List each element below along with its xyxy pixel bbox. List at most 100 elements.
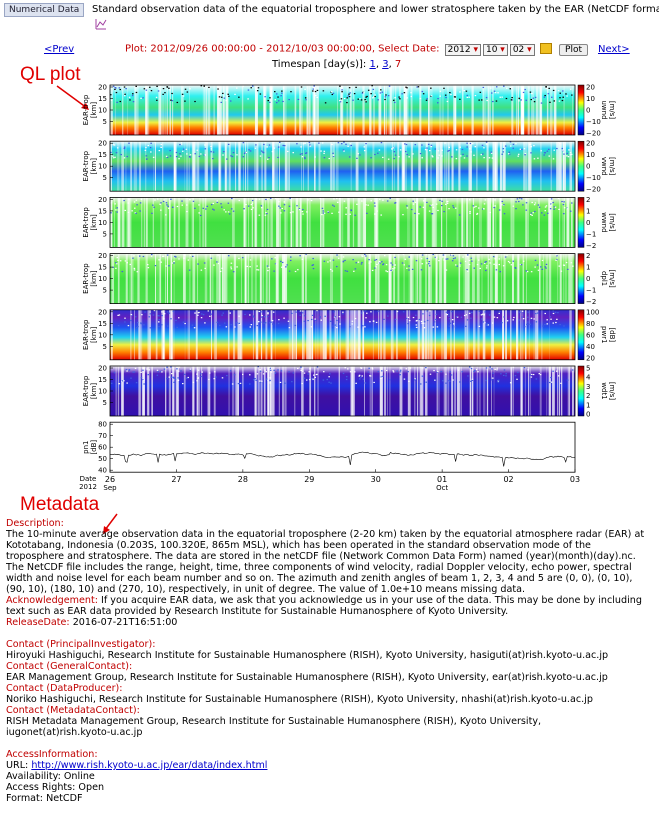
heatmap-gap — [539, 85, 543, 135]
heatmap-speckle — [332, 259, 335, 261]
heatmap-speckle — [359, 98, 361, 100]
heatmap-speckle — [404, 150, 407, 153]
heatmap-speckle — [492, 256, 495, 258]
chart-icon[interactable] — [95, 18, 107, 30]
heatmap-gap — [369, 366, 371, 416]
heatmap-speckle — [112, 266, 115, 268]
heatmap-gap — [559, 141, 562, 192]
heatmap-speckle — [394, 154, 397, 156]
heatmap-speckle — [394, 97, 396, 99]
heatmap-speckle — [150, 255, 153, 257]
heatmap-gap — [240, 253, 242, 304]
heatmap-speckle — [538, 206, 541, 208]
heatmap-speckle — [414, 144, 417, 146]
colorbar-label: uwnd — [600, 100, 608, 119]
heatmap-speckle — [289, 197, 291, 199]
heatmap-speckle — [200, 375, 202, 378]
heatmap-speckle — [277, 96, 279, 98]
heatmap-speckle — [343, 97, 346, 100]
heatmap-speckle — [469, 212, 471, 214]
heatmap-gap — [236, 309, 238, 360]
heatmap-speckle — [135, 316, 137, 318]
heatmap-speckle — [392, 371, 395, 373]
description-line: width and noise level for each beam numb… — [6, 573, 633, 584]
year-select[interactable]: 2012 ▾ — [444, 43, 481, 56]
heatmap-gap — [271, 85, 274, 135]
heatmap-gap — [220, 85, 224, 135]
heatmap-speckle — [382, 375, 384, 377]
nav-row: Plot: 2012/09/26 00:00:00 - 2012/10/03 0… — [125, 43, 588, 56]
heatmap-speckle — [532, 212, 534, 214]
heatmap-speckle — [380, 376, 383, 378]
heatmap-speckle — [210, 257, 213, 259]
heatmap-speckle — [508, 153, 511, 155]
heatmap-speckle — [332, 154, 335, 156]
heatmap-speckle — [236, 87, 238, 89]
heatmap-speckle — [450, 374, 453, 376]
next-link[interactable]: Next> — [598, 44, 630, 55]
heatmap-speckle — [519, 311, 521, 313]
heatmap-speckle — [537, 269, 540, 271]
heatmap-gap — [414, 366, 416, 416]
heatmap-speckle — [130, 377, 132, 379]
day-select[interactable]: 02 ▾ — [509, 43, 535, 56]
heatmap-speckle — [227, 255, 230, 257]
heatmap-speckle — [270, 321, 272, 323]
heatmap-speckle — [557, 312, 559, 314]
calendar-icon[interactable] — [539, 43, 552, 54]
heatmap-speckle — [274, 263, 277, 265]
heatmap-speckle — [283, 210, 286, 212]
heatmap-speckle — [145, 158, 148, 160]
heatmap-speckle — [493, 90, 496, 92]
timespan-link[interactable]: 1 — [369, 59, 376, 70]
heatmap-speckle — [421, 90, 424, 93]
heatmap-speckle — [547, 93, 550, 95]
heatmap-speckle — [110, 212, 112, 214]
heatmap-speckle — [299, 310, 302, 312]
heatmap-speckle — [408, 380, 410, 382]
heatmap-speckle — [192, 381, 195, 383]
heatmap-gap — [273, 141, 276, 192]
y-axis-unit: [km] — [90, 326, 98, 343]
heatmap-speckle — [217, 262, 220, 265]
heatmap-gap — [476, 366, 478, 416]
prev-link[interactable]: <Prev — [44, 44, 75, 55]
heatmap-gap — [466, 309, 470, 360]
heatmap-speckle — [501, 204, 503, 206]
heatmap-speckle — [487, 324, 490, 326]
heatmap-speckle — [416, 319, 418, 322]
heatmap-speckle — [551, 96, 553, 98]
heatmap-speckle — [355, 262, 357, 264]
heatmap-gap — [345, 309, 347, 360]
month-select[interactable]: 10 ▾ — [482, 43, 508, 56]
heatmap-gap — [572, 366, 574, 416]
heatmap-speckle — [421, 375, 424, 377]
heatmap-speckle — [399, 149, 402, 151]
heatmap-speckle — [298, 208, 301, 210]
heatmap-speckle — [357, 326, 359, 328]
heatmap-gap — [260, 141, 262, 192]
heatmap-speckle — [222, 154, 224, 156]
heatmap-speckle — [449, 92, 451, 94]
heatmap-gap — [217, 253, 219, 304]
heatmap-gap — [213, 366, 215, 416]
heatmap-speckle — [242, 156, 245, 158]
heatmap-speckle — [260, 311, 262, 313]
heatmap-speckle — [476, 263, 479, 266]
heatmap-speckle — [423, 322, 425, 324]
heatmap-gap — [311, 309, 313, 360]
heatmap-gap — [491, 366, 492, 416]
heatmap-gap — [451, 141, 454, 192]
acknowledgement-label: Acknowledgement: — [6, 595, 98, 606]
colorbar-tick-label: −10 — [586, 174, 601, 182]
timespan-link[interactable]: 3 — [382, 59, 389, 70]
url-link[interactable]: http://www.rish.kyoto-u.ac.jp/ear/data/i… — [31, 760, 268, 771]
plot-button[interactable]: Plot — [559, 43, 588, 56]
heatmap-gap — [407, 197, 410, 248]
heatmap-gap — [466, 309, 468, 360]
heatmap-speckle — [380, 214, 382, 216]
heatmap-speckle — [441, 256, 444, 258]
heatmap-speckle — [149, 146, 152, 149]
heatmap-speckle — [181, 204, 184, 206]
heatmap-speckle — [200, 317, 203, 319]
